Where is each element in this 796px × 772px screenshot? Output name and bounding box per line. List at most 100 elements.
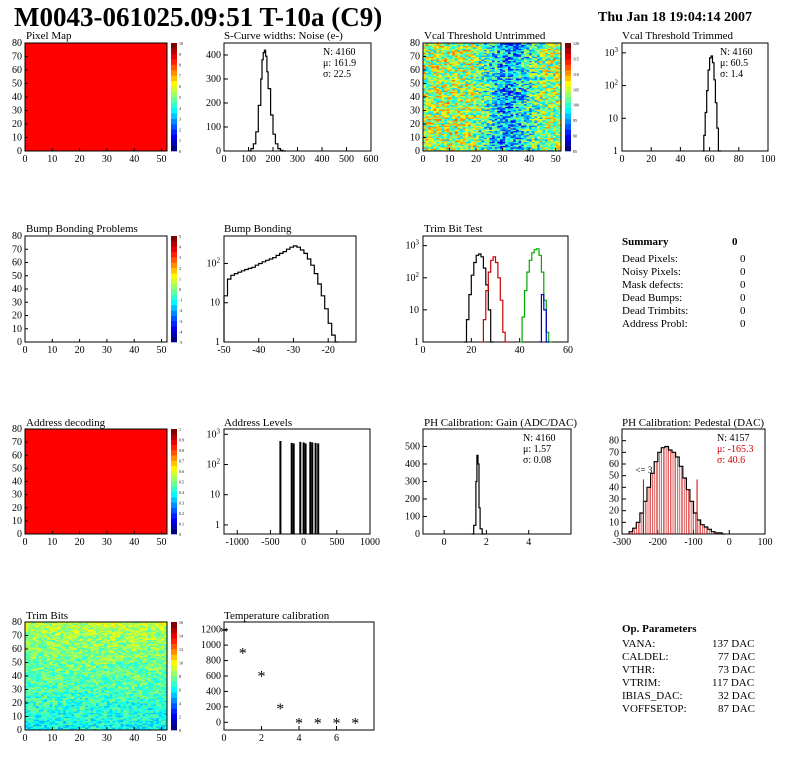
heatmap-cell [521, 118, 525, 121]
heatmap-cell [441, 121, 445, 124]
heatmap-cell [499, 95, 504, 98]
heatmap-cell [521, 137, 525, 140]
heatmap-cell [484, 107, 488, 110]
heatmap-cell [539, 49, 543, 52]
y-tick-label: 80 [12, 231, 22, 242]
heatmap-cell [454, 82, 458, 84]
heatmap-cell [505, 86, 509, 88]
heatmap-cell [492, 119, 496, 122]
op-params-title: Op. Parameters [622, 623, 697, 635]
heatmap-cell [526, 64, 530, 67]
palette-label: 0.1 [179, 522, 184, 527]
heatmap-cell [542, 72, 546, 75]
heatmap-cell [510, 44, 514, 47]
heatmap-cell [499, 86, 504, 88]
heatmap-cell [537, 72, 541, 75]
heatmap-cell [521, 138, 525, 141]
heatmap-cell [438, 124, 442, 126]
heatmap-cell [542, 145, 546, 148]
heatmap-cell [476, 115, 480, 118]
heatmap-cell [502, 80, 506, 83]
heatmap-cell [428, 103, 432, 106]
heatmap-cell [454, 99, 458, 102]
heatmap-cell [526, 146, 530, 149]
heatmap-cell [529, 71, 533, 74]
heatmap-cell [539, 67, 543, 70]
heatmap-cell [441, 122, 445, 125]
y-tick-label: 0 [17, 146, 22, 157]
heatmap-cell [449, 121, 453, 124]
heatmap-cell [425, 145, 429, 148]
heatmap-cell [470, 142, 474, 145]
heatmap-cell [465, 97, 469, 99]
heatmap-cell [457, 144, 461, 146]
heatmap-cell [444, 72, 448, 75]
stats-label: μ: -165.3 [717, 444, 753, 455]
heatmap-cell [489, 106, 493, 109]
heatmap-cell [497, 72, 501, 75]
palette-cell [171, 64, 177, 71]
heatmap-cell [513, 99, 517, 102]
heatmap-cell [462, 106, 466, 109]
heatmap-cell [478, 71, 482, 74]
heatmap-cell [507, 142, 511, 145]
heatmap-cell [473, 146, 477, 149]
heatmap-cell [449, 74, 453, 76]
heatmap-cell [465, 111, 469, 114]
heatmap-cell [481, 142, 485, 145]
heatmap-cell [545, 83, 549, 86]
palette-label: 0 [179, 532, 181, 537]
heatmap-cell [531, 113, 535, 115]
heatmap-cell [523, 55, 527, 57]
heatmap-cell [444, 82, 448, 84]
palette-cell [565, 64, 571, 71]
heatmap-cell [425, 129, 429, 132]
heatmap-cell [468, 72, 472, 75]
heatmap-cell [550, 88, 554, 91]
heatmap-cell [460, 56, 464, 59]
heatmap-cell [486, 90, 490, 92]
heatmap-cell [460, 53, 464, 56]
heatmap-cell [534, 44, 538, 47]
heatmap-cell [502, 95, 506, 98]
heatmap-cell [513, 97, 517, 99]
heatmap-cell [465, 129, 469, 132]
heatmap-cell [531, 144, 535, 146]
heatmap-cell [547, 132, 551, 134]
heatmap-cell [507, 124, 511, 126]
heatmap-cell [539, 60, 543, 63]
heatmap-cell [430, 130, 435, 133]
heatmap-cell [537, 59, 541, 61]
heatmap-cell [470, 71, 474, 74]
stats-label: N: 4160 [323, 47, 356, 58]
heatmap-cell [465, 113, 469, 115]
heatmap-cell [454, 70, 458, 72]
heatmap-cell [430, 57, 435, 60]
heatmap-cell [486, 124, 490, 126]
heatmap-cell [438, 90, 442, 92]
heatmap-cell [521, 45, 525, 48]
heatmap-cell [510, 61, 514, 64]
heatmap-cell [460, 97, 464, 99]
heatmap-cell [436, 64, 440, 67]
heatmap-cell [523, 71, 527, 74]
heatmap-cell [513, 110, 517, 113]
heatmap-cell [449, 122, 453, 125]
heatmap-cell [531, 45, 535, 48]
heatmap-cell [537, 146, 541, 149]
heatmap-cell [438, 80, 442, 83]
heatmap-cell [545, 70, 549, 72]
heatmap-cell [438, 128, 442, 130]
heatmap-cell [515, 74, 519, 76]
heatmap-cell [446, 132, 450, 134]
heatmap-cell [507, 48, 511, 51]
heatmap-cell [492, 51, 496, 53]
heatmap-cell [446, 146, 450, 149]
palette-label: 0 [179, 287, 181, 292]
heatmap-cell [438, 97, 442, 99]
heatmap-cell [502, 59, 506, 61]
heatmap-cell [539, 114, 543, 117]
heatmap-cell [473, 82, 477, 84]
y-tick-label: 200 [405, 494, 420, 505]
heatmap-cell [550, 53, 554, 56]
